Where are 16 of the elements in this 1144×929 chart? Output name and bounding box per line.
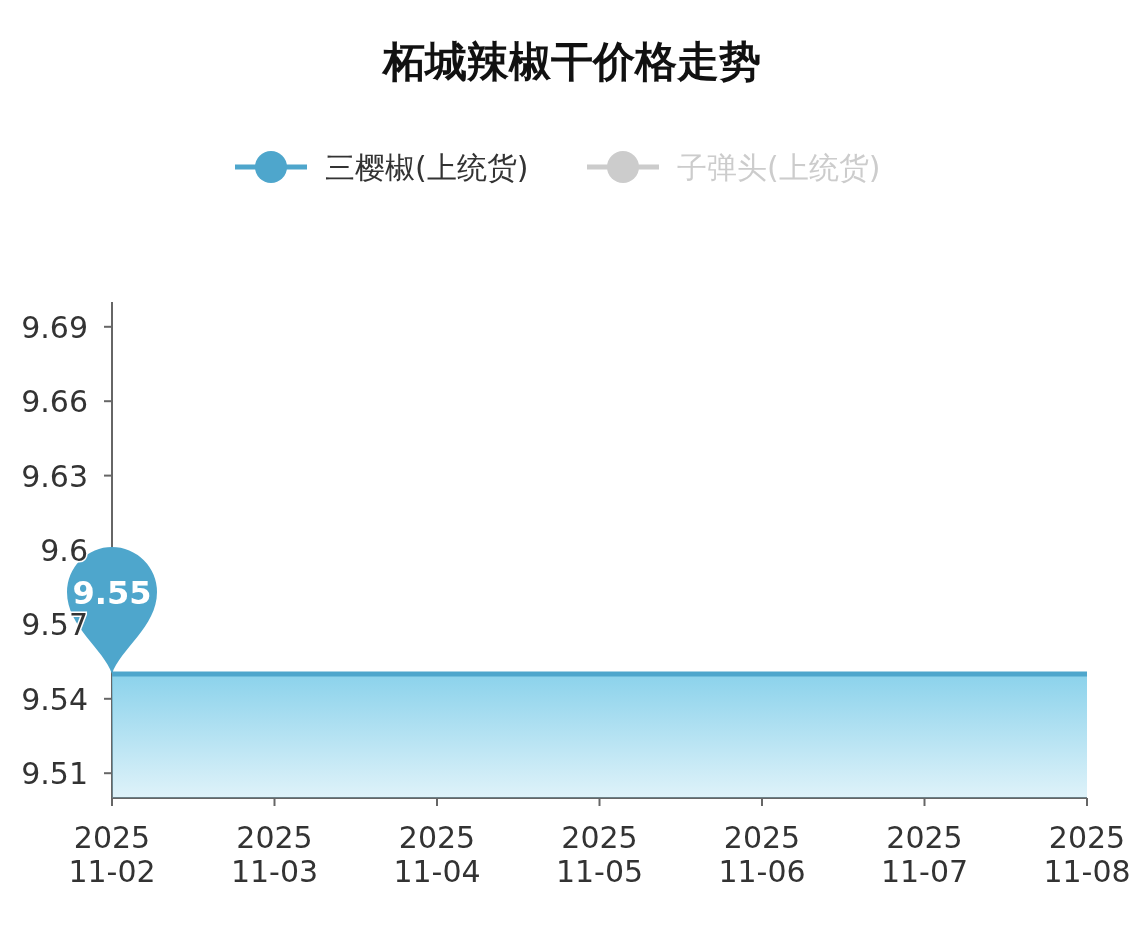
annotation: 9.55 (72, 574, 152, 612)
x-tick-label: 2025 11-08 (1043, 820, 1131, 889)
y-tick-label: 9.51 (21, 756, 88, 792)
x-tick-label: 2025 11-07 (880, 820, 969, 889)
x-tick-label: 2025 11-02 (68, 820, 156, 889)
y-tick-label: 9.66 (21, 384, 88, 420)
x-tick-label: 2025 11-04 (393, 820, 481, 889)
x-tick-label: 2025 11-05 (555, 820, 644, 889)
y-tick-label: 9.6 (40, 533, 88, 568)
y-tick-label: 9.54 (21, 681, 88, 717)
y-tick-label: 9.63 (21, 458, 88, 494)
legend-label: 三樱椒(上统货) (325, 150, 529, 185)
x-tick-label: 2025 11-06 (718, 820, 806, 889)
y-tick-label: 9.69 (21, 309, 88, 345)
x-tick-label: 2025 11-03 (230, 820, 319, 889)
chart-title: 柘城辣椒干价格走势 (381, 37, 761, 86)
